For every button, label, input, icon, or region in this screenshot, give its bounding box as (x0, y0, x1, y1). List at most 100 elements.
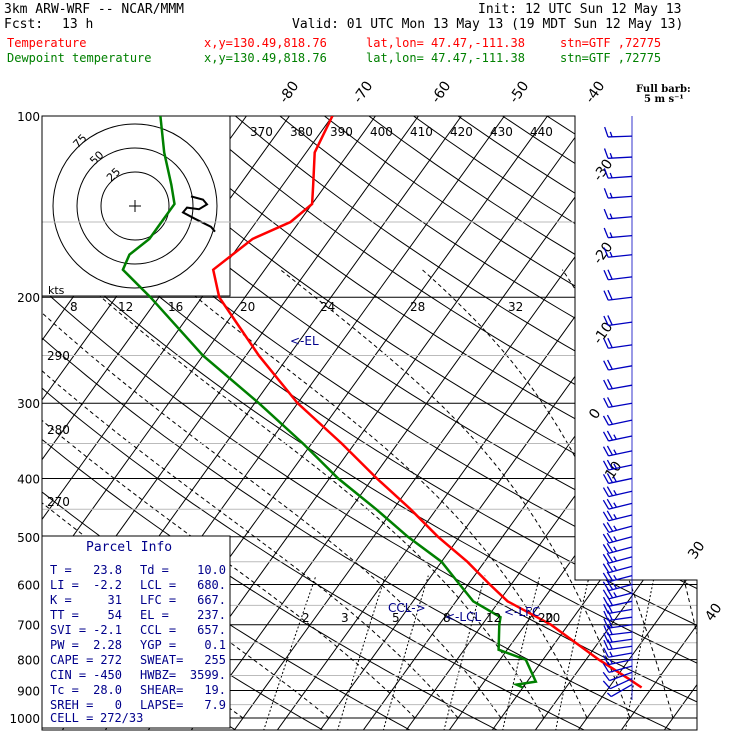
ccl-marker: CCL-> (388, 601, 426, 615)
isotherm-label: -50 (506, 78, 532, 106)
parcel-info-key: EL = (140, 608, 169, 622)
dewpoint-profile (121, 116, 538, 689)
parcel-info-value: 255 (204, 653, 226, 667)
wind-barb (602, 414, 633, 426)
theta-label: 420 (450, 125, 473, 139)
theta-label: 390 (330, 125, 353, 139)
dry-adiabat (368, 116, 697, 730)
parcel-info-value: 0.1 (204, 638, 226, 652)
dry-adiabat (413, 116, 697, 730)
hodograph-speed-tick: 8 (70, 300, 78, 314)
parcel-info-key: T = (50, 563, 72, 577)
pressure-tick-label: 300 (17, 397, 40, 411)
parcel-info-value: 54 (108, 608, 122, 622)
wind-barb (604, 126, 633, 138)
theta-label-left: 290 (47, 349, 70, 363)
hodograph-speed-tick: 24 (320, 300, 335, 314)
mixing-ratio-line (336, 575, 386, 730)
pressure-tick-label: 700 (17, 619, 40, 633)
wind-barb (602, 542, 633, 554)
wind-barb (603, 227, 633, 239)
parcel-info-value: 31 (108, 593, 122, 607)
hodograph-speed-tick: 28 (410, 300, 425, 314)
pressure-tick-label: 400 (17, 472, 40, 486)
parcel-info-key: LFC = (140, 593, 176, 607)
parcel-info-value: 3599. (190, 668, 226, 682)
wind-barb (602, 677, 633, 690)
parcel-info-value: 28.0 (93, 683, 122, 697)
parcel-info-value: 7.9 (204, 698, 226, 712)
isotherm-line (438, 116, 697, 730)
legend-temperature-name: Temperature (7, 36, 87, 50)
lfc-marker: <-LFC (504, 605, 540, 619)
legend-dewpoint-name: Dewpoint temperature (7, 51, 152, 65)
temperature-profile (211, 116, 643, 689)
theta-label-left: 280 (47, 423, 70, 437)
parcel-info-value: -450 (93, 668, 122, 682)
wind-barb (602, 522, 633, 533)
parcel-info-key: HWBZ= (140, 668, 176, 682)
parcel-info-value: 272/33 (100, 711, 143, 725)
wind-barb (603, 315, 633, 327)
valid-time: Valid: 01 UTC Mon 13 May 13 (19 MDT Sun … (292, 17, 684, 32)
parcel-info-value: -2.2 (93, 578, 122, 592)
parcel-info-value: 657. (197, 623, 226, 637)
parcel-info-value: 272 (100, 653, 122, 667)
el-marker: <-EL (290, 334, 319, 348)
parcel-info-key: CCL = (140, 623, 176, 637)
wind-barb (602, 498, 633, 510)
pressure-tick-label: 900 (17, 684, 40, 698)
init-time: Init: 12 UTC Sun 12 May 13 (478, 2, 682, 17)
moist-adiabat (162, 269, 588, 719)
wind-barb (603, 639, 633, 651)
parcel-info-key: TT = (50, 608, 79, 622)
wind-barb (602, 459, 633, 471)
mixing-ratio-line (555, 575, 590, 730)
legend-temperature-latlon: lat,lon= 47.47,-111.38 (366, 36, 525, 50)
isotherm-line (696, 116, 697, 730)
parcel-info-value: 10.0 (197, 563, 226, 577)
isotherm-label: -40 (582, 78, 608, 106)
isotherm-line (524, 116, 697, 730)
isotherm-label: 30 (685, 539, 708, 563)
hodograph-speed-tick: 32 (508, 300, 523, 314)
wind-barb (603, 247, 633, 258)
dry-adiabat (546, 116, 697, 730)
mixing-ratio-label: 12 (486, 611, 501, 625)
mixing-ratio-line (502, 575, 541, 730)
theta-label: 380 (290, 125, 313, 139)
wind-barb (603, 188, 633, 199)
dry-adiabat (42, 116, 697, 730)
wind-barb (603, 208, 633, 220)
isotherm-line (42, 116, 376, 730)
parcel-info-key: SWEAT= (140, 653, 183, 667)
parcel-info-key: SVI = (50, 623, 86, 637)
parcel-info-box (41, 535, 231, 729)
wind-barb (603, 289, 633, 301)
wind-barb (602, 510, 633, 522)
isotherm-line (42, 116, 333, 730)
isotherm-line (180, 116, 634, 730)
parcel-info-key: CAPE = (50, 653, 93, 667)
parcel-info-key: YGP = (140, 638, 176, 652)
isotherm-line (610, 116, 697, 730)
mixing-ratio-line (382, 575, 429, 730)
parcel-info-key: CIN = (50, 668, 86, 682)
theta-label: 410 (410, 125, 433, 139)
forecast-hour-value: 13 h (62, 17, 94, 32)
moist-adiabat (280, 269, 631, 719)
wind-barb (602, 486, 633, 498)
dry-adiabat (279, 116, 697, 730)
dry-adiabat (146, 116, 697, 730)
legend-temperature-coords: x,y=130.49,818.76 (204, 36, 327, 50)
wind-barb (602, 588, 633, 600)
wind-barb (603, 647, 633, 658)
hodograph-speed-tick: 20 (240, 300, 255, 314)
parcel-info-key: LAPSE= (140, 698, 183, 712)
wind-barb (602, 552, 633, 564)
wind-barb (603, 397, 633, 409)
wind-barb (603, 624, 633, 636)
parcel-info-key: CELL = (50, 711, 93, 725)
isotherm-line (481, 116, 697, 730)
dry-adiabat (190, 116, 697, 730)
